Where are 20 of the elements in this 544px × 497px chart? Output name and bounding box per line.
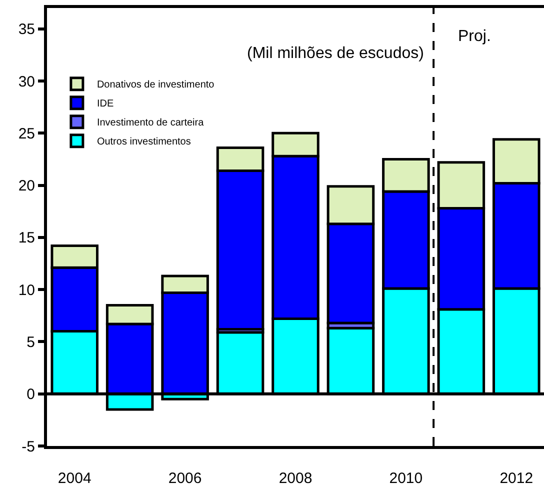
x-tick-label: 2010 (389, 470, 423, 487)
x-tick-label: 2004 (58, 470, 92, 487)
x-tick-label: 2008 (278, 470, 312, 487)
legend-label: Investimento de carteira (96, 118, 204, 129)
y-tick-label: 25 (18, 125, 35, 142)
x-tick-label: 2012 (500, 470, 534, 487)
y-tick-label: 30 (18, 73, 35, 90)
y-tick-label: 35 (18, 21, 35, 38)
legend-label: Outros investimentos (96, 136, 191, 148)
y-tick-label: -5 (22, 438, 35, 456)
x-tick-label: 2006 (168, 470, 202, 487)
ref-line-label: Proj. (458, 28, 491, 45)
y-tick-label: 20 (18, 178, 35, 195)
annotation: (Mil milhões de escudos) (247, 45, 424, 62)
legend-label: Donativos de investimento (96, 80, 215, 91)
legend-label: IDE (96, 98, 114, 110)
y-tick-label: 0 (26, 386, 35, 404)
y-tick-label: 10 (18, 282, 35, 299)
y-tick-label: 5 (26, 334, 35, 351)
y-tick-label: 15 (18, 230, 35, 247)
